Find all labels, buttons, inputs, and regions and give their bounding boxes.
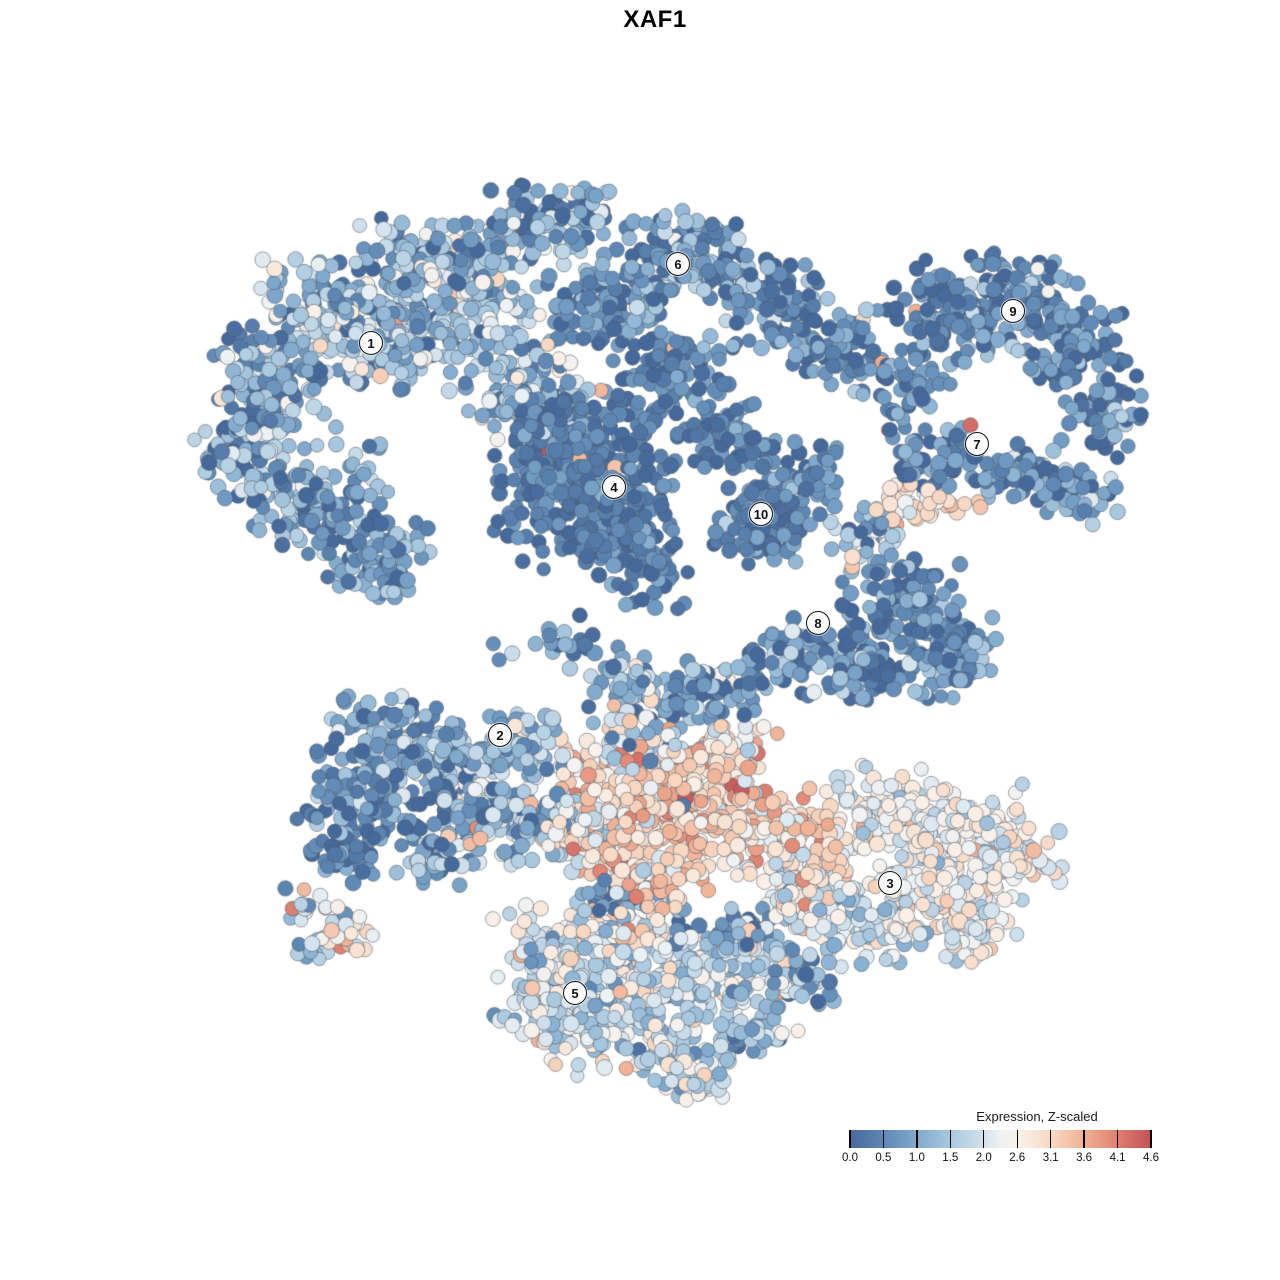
cluster-label-1: 1 [359,331,383,355]
cluster-label-10: 10 [749,502,773,526]
cluster-label-5: 5 [563,981,587,1005]
cluster-label-9: 9 [1001,299,1025,323]
cluster-label-4: 4 [602,475,626,499]
cluster-label-6: 6 [666,252,690,276]
page-title: XAF1 [623,6,687,33]
cluster-label-8: 8 [806,611,830,635]
cluster-label-2: 2 [488,723,512,747]
cluster-label-7: 7 [965,432,989,456]
cluster-label-3: 3 [878,871,902,895]
